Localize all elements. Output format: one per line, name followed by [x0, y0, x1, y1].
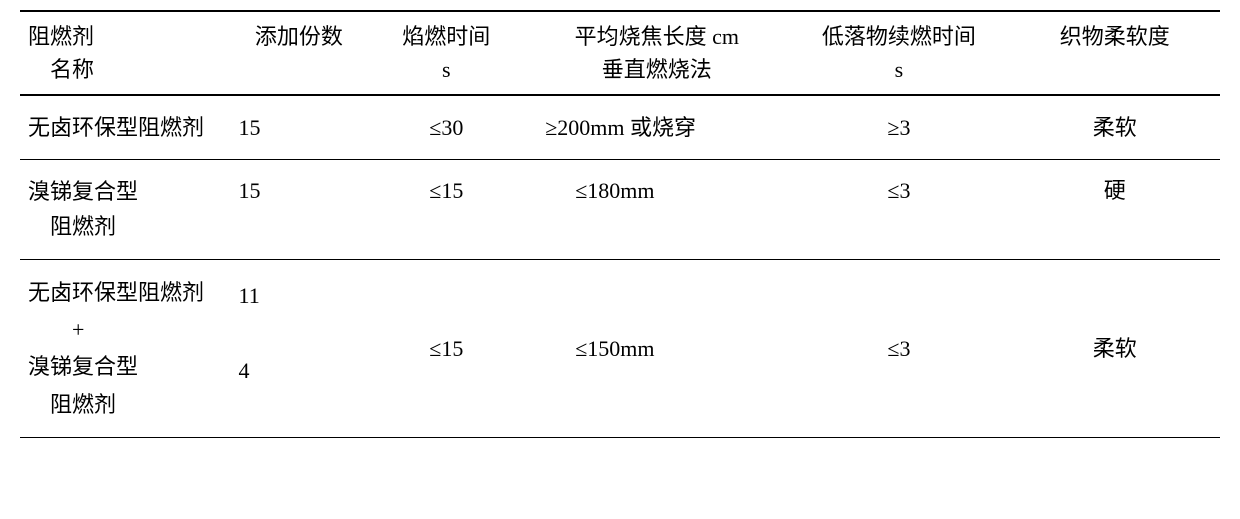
header-drip-l1: 低落物续燃时间 — [822, 24, 976, 49]
cell-soft: 柔软 — [1009, 95, 1220, 160]
header-parts: 添加份数 — [231, 11, 368, 95]
cell-flame: ≤15 — [367, 259, 525, 438]
cell-parts: 11 4 — [231, 259, 368, 438]
header-char: 平均烧焦长度 cm 垂直燃烧法 — [525, 11, 788, 95]
header-name: 阻燃剂 名称 — [20, 11, 231, 95]
header-flame-l2: s — [442, 57, 451, 82]
cell-name: 无卤环保型阻燃剂 + 溴锑复合型 阻燃剂 — [20, 259, 231, 438]
cell-parts-l1: 11 — [239, 283, 260, 308]
header-char-l2: 垂直燃烧法 — [602, 57, 712, 82]
header-char-l1: 平均烧焦长度 cm — [575, 24, 739, 49]
cell-char: ≤180mm — [525, 160, 788, 259]
cell-name-l1: 无卤环保型阻燃剂 — [28, 280, 204, 305]
header-soft: 织物柔软度 — [1009, 11, 1220, 95]
flame-retardant-table: 阻燃剂 名称 添加份数 焰燃时间 s 平均烧焦长度 cm 垂直燃烧法 低落物续燃… — [20, 10, 1220, 438]
cell-name-l1: 溴锑复合型 — [28, 179, 138, 204]
header-flame-l1: 焰燃时间 — [402, 24, 490, 49]
cell-soft: 柔软 — [1009, 259, 1220, 438]
cell-flame: ≤15 — [367, 160, 525, 259]
header-name-l2: 名称 — [28, 57, 94, 82]
cell-name-l2b: 阻燃剂 — [28, 392, 116, 417]
header-drip: 低落物续燃时间 s — [788, 11, 1009, 95]
cell-drip: ≤3 — [788, 160, 1009, 259]
header-row: 阻燃剂 名称 添加份数 焰燃时间 s 平均烧焦长度 cm 垂直燃烧法 低落物续燃… — [20, 11, 1220, 95]
cell-soft: 硬 — [1009, 160, 1220, 259]
cell-char: ≤150mm — [525, 259, 788, 438]
cell-name-l2: 阻燃剂 — [28, 214, 116, 239]
cell-name: 无卤环保型阻燃剂 — [20, 95, 231, 160]
table-row: 无卤环保型阻燃剂 15 ≤30 ≥200mm 或烧穿 ≥3 柔软 — [20, 95, 1220, 160]
header-flame: 焰燃时间 s — [367, 11, 525, 95]
cell-drip: ≥3 — [788, 95, 1009, 160]
cell-flame: ≤30 — [367, 95, 525, 160]
table-row: 无卤环保型阻燃剂 + 溴锑复合型 阻燃剂 11 4 ≤15 ≤150mm ≤3 … — [20, 259, 1220, 438]
cell-parts-l2: 4 — [239, 358, 250, 383]
header-name-l1: 阻燃剂 — [28, 24, 94, 49]
cell-name-l2a: 溴锑复合型 — [28, 354, 138, 379]
cell-drip: ≤3 — [788, 259, 1009, 438]
cell-parts: 15 — [231, 95, 368, 160]
cell-char: ≥200mm 或烧穿 — [525, 95, 788, 160]
cell-name-plus: + — [28, 317, 84, 342]
header-drip-l2: s — [895, 57, 904, 82]
cell-name: 溴锑复合型 阻燃剂 — [20, 160, 231, 259]
cell-parts: 15 — [231, 160, 368, 259]
table-row: 溴锑复合型 阻燃剂 15 ≤15 ≤180mm ≤3 硬 — [20, 160, 1220, 259]
